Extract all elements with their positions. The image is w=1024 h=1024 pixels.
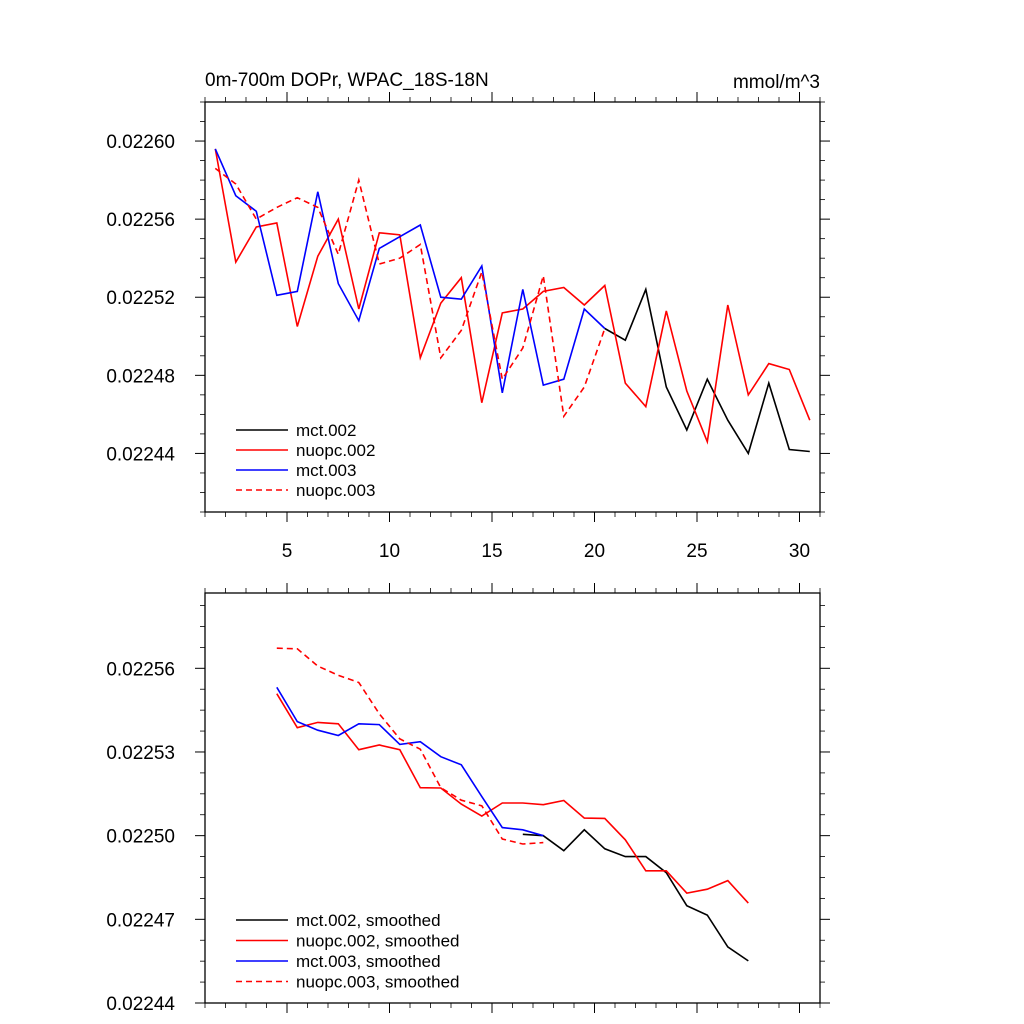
units-label: mmol/m^3 [733,72,820,93]
series-line-nuopc-003 [214,167,606,419]
series-line-mct-003-smoothed [276,686,544,837]
y-tick-label: 0.02244 [106,994,175,1015]
x-tick-label: 15 [481,541,502,562]
series-line-mct-002-smoothed [522,828,749,962]
y-tick-label: 0.02252 [106,288,175,309]
x-tick-label: 20 [584,541,605,562]
legend-label: nuopc.002, smoothed [296,932,460,951]
legend-label: nuopc.003, smoothed [296,973,460,992]
x-tick-label: 10 [379,541,400,562]
x-tick-label: 5 [282,541,293,562]
y-tick-label: 0.02244 [106,444,175,465]
legend-label: nuopc.002 [296,441,375,460]
x-tick-label: 25 [686,541,707,562]
y-tick-label: 0.02248 [106,366,175,387]
y-tick-label: 0.02260 [106,132,175,153]
y-tick-label: 0.02256 [106,659,175,680]
y-tick-label: 0.02247 [106,910,175,931]
series-line-mct-003 [214,148,606,394]
legend-label: mct.003 [296,461,356,480]
y-tick-label: 0.02253 [106,743,175,764]
legend-label: nuopc.003 [296,481,375,500]
series-line-nuopc-002-smoothed [276,693,749,904]
series-line-nuopc-003-smoothed [276,647,544,845]
legend-label: mct.002, smoothed [296,911,441,930]
legend-label: mct.002 [296,421,356,440]
y-tick-label: 0.02256 [106,210,175,231]
y-tick-label: 0.02250 [106,827,175,848]
chart-panel-2: 0.02256 0.02253 0.02250 0.02247 0.02244 mct.0… [106,583,830,1015]
series-line-mct-002 [604,286,810,456]
legend-label: mct.003, smoothed [296,952,441,971]
chart-title: 0m-700m DOPr, WPAC_18S-18N [205,70,489,91]
x-tick-label: 30 [789,541,810,562]
chart-panel-1: 5 10 15 20 25 30 0.02260 0.02256 0.02252 0.02248 0… [106,70,830,562]
series-line-nuopc-002 [214,148,811,445]
